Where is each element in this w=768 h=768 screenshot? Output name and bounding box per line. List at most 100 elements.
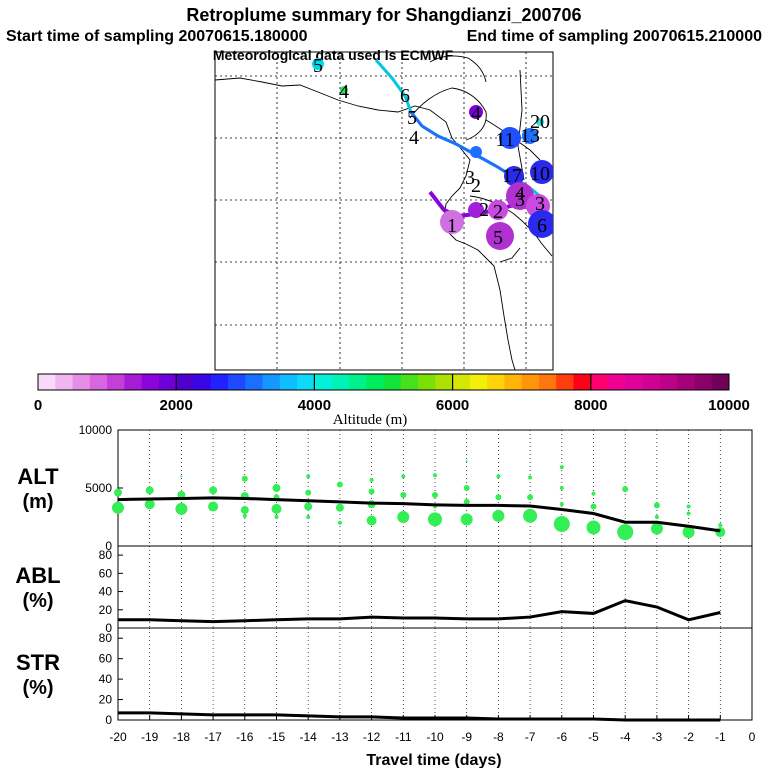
colorbar-tick-label: 2000	[160, 397, 193, 414]
altitude-scatter-point	[718, 523, 723, 528]
altitude-scatter-point	[337, 520, 342, 525]
trajectory-day-label: 4	[409, 127, 419, 149]
colorbar-segment	[556, 374, 575, 390]
panel-ylabel: ABL	[15, 563, 60, 588]
trajectory-day-label: 17	[502, 165, 522, 187]
altitude-scatter-point	[553, 515, 570, 532]
map-grid	[215, 52, 553, 370]
x-tick-label: -14	[300, 730, 318, 744]
altitude-scatter-point	[397, 511, 410, 523]
trajectory-day-label: 2	[479, 199, 489, 221]
altitude-scatter-point	[335, 503, 344, 512]
colorbar-segment	[279, 374, 298, 390]
colorbar-segment	[625, 374, 644, 390]
altitude-scatter-point	[495, 494, 502, 501]
colorbar-segment	[677, 374, 695, 390]
panel-abl: 80 60 40 20 0 ABL(%)	[15, 545, 753, 635]
altitude-scatter-point	[463, 498, 470, 505]
panel-str: 80 60 40 20 0 STR(%)	[16, 627, 753, 727]
end-time-label: End time of sampling 20070615.210000	[467, 28, 762, 45]
altitude-scatter-point	[559, 486, 564, 490]
colorbar-segment	[590, 374, 609, 390]
altitude-scatter-point	[180, 475, 183, 478]
altitude-scatter-point	[653, 502, 660, 509]
altitude-scatter-point	[208, 501, 219, 512]
trajectory-day-label: 11	[495, 129, 514, 151]
x-tick-label: -20	[109, 730, 127, 744]
x-tick-label: -10	[426, 730, 444, 744]
colorbar-segment	[487, 374, 505, 390]
colorbar-tick-label: 8000	[574, 397, 607, 414]
colorbar-segment	[504, 374, 523, 390]
start-time-label: Start time of sampling 20070615.180000	[6, 28, 308, 45]
x-tick-label: -11	[395, 730, 412, 744]
x-tick-label: -19	[141, 730, 159, 744]
altitude-scatter-point	[304, 502, 313, 511]
colorbar-segment	[573, 374, 592, 390]
trajectory-day-label: 5	[313, 55, 323, 77]
altitude-scatter-point	[523, 508, 538, 523]
panel-ylabel: ALT	[17, 464, 59, 489]
panel-yunit: (%)	[22, 677, 53, 699]
colorbar-segment	[400, 374, 419, 390]
colorbar-segment	[193, 374, 212, 390]
colorbar-segment	[72, 374, 91, 390]
trajectory-day-label: 4	[339, 81, 349, 103]
colorbar-axis-label: Altitude (m)	[333, 412, 408, 428]
str-series-line	[118, 711, 721, 722]
altitude-scatter-point	[369, 477, 374, 482]
x-tick-label: -8	[493, 730, 504, 744]
colorbar-segment	[331, 374, 350, 390]
y-tick-label: 60	[99, 566, 113, 580]
altitude-scatter-point	[590, 503, 597, 510]
altitude-colorbar: 0 2000 4000 6000 8000 10000	[34, 373, 750, 414]
trajectory-day-label: 2	[471, 175, 481, 197]
altitude-scatter-point	[175, 502, 188, 515]
altitude-scatter-point	[274, 515, 279, 519]
trajectory-day-label: 2	[493, 201, 503, 223]
altitude-scatter-point	[460, 513, 473, 526]
colorbar-segment	[694, 374, 713, 390]
altitude-scatter-point	[650, 522, 663, 535]
altitude-scatter-point	[144, 499, 155, 510]
plume-circle	[440, 210, 464, 234]
y-tick-label: 60	[99, 652, 113, 666]
altitude-scatter-point	[682, 526, 695, 539]
colorbar-segment	[262, 374, 281, 390]
y-tick-label: 40	[99, 585, 113, 599]
x-tick-label: -13	[331, 730, 349, 744]
altitude-scatter-point	[654, 515, 659, 519]
colorbar-segment	[55, 374, 74, 390]
colorbar-segment	[521, 374, 540, 390]
x-tick-label: -9	[461, 730, 472, 744]
altitude-scatter-point	[242, 513, 247, 518]
plume-circle	[522, 128, 538, 144]
abl-series-line	[118, 599, 721, 624]
plume-circle	[504, 166, 524, 186]
x-tick-label: -4	[620, 730, 631, 744]
trajectory-day-label: 4	[471, 103, 481, 125]
colorbar-segment	[538, 374, 557, 390]
y-tick-label: 10000	[79, 423, 113, 437]
altitude-scatter-point	[432, 491, 438, 498]
y-tick-label: 40	[99, 672, 113, 686]
altitude-scatter-point	[336, 481, 343, 488]
panel-alt: 10000 5000 0 ALT(m)	[17, 423, 753, 553]
altitude-scatter-point	[401, 474, 406, 479]
altitude-scatter-point	[617, 524, 634, 541]
colorbar-segment	[141, 374, 160, 390]
altitude-scatter-point	[492, 509, 505, 522]
map-frame	[214, 51, 554, 371]
x-axis-label: Travel time (days)	[366, 752, 501, 768]
altitude-scatter-point	[240, 506, 249, 515]
time-series-panels: 1000050000ALT(m)806040200ABL(%)806040200…	[15, 423, 755, 744]
colorbar-segment	[245, 374, 264, 390]
colorbar-frame	[37, 373, 730, 391]
altitude-scatter-point	[463, 485, 470, 491]
trajectory-day-label: 10	[530, 163, 550, 185]
altitude-scatter-point	[400, 491, 407, 498]
altitude-scatter-point	[715, 527, 726, 538]
colorbar-segment	[418, 374, 436, 390]
